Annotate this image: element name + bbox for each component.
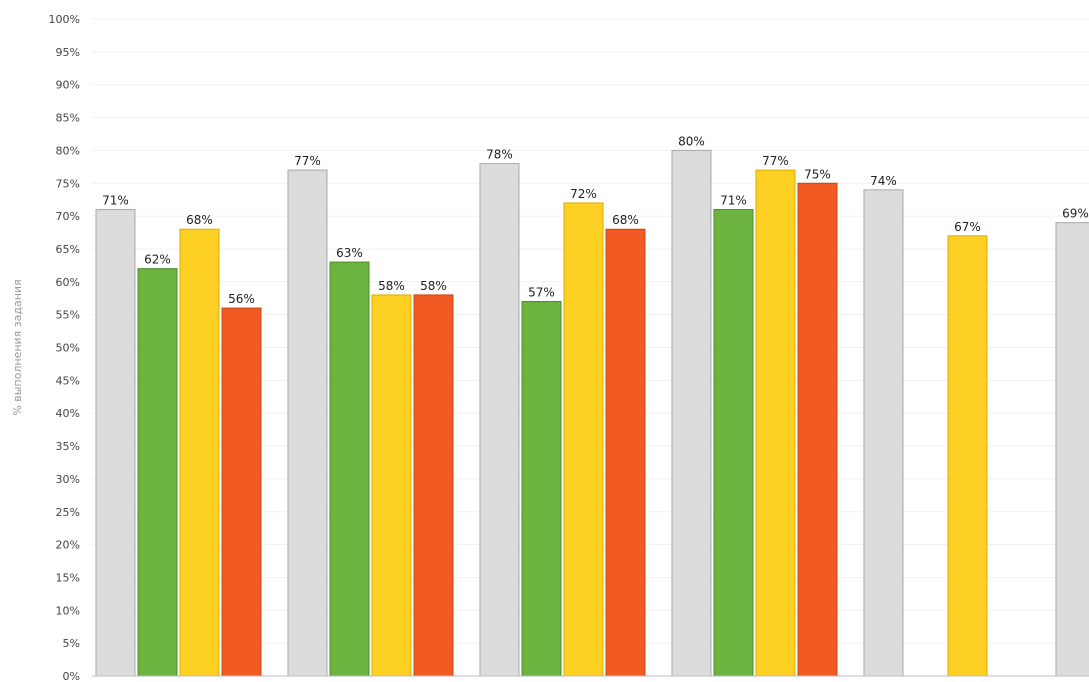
y-tick-label-20: 20%	[56, 539, 80, 552]
data-label-cat3-series4: 68%	[612, 213, 639, 227]
data-label-cat1-series1: 71%	[102, 194, 129, 208]
data-label-cat3-series2: 57%	[528, 286, 555, 300]
y-axis-ticks: 0% 5% 10% 15% 20% 25% 30% 35% 40% 45% 50% 55% 60% 65%…	[49, 13, 80, 682]
bar-cat3-series3	[563, 202, 604, 677]
data-label-cat3-series1: 78%	[486, 148, 513, 162]
bar-cat2-series1	[287, 169, 328, 677]
bar-cat4-series2	[713, 209, 754, 677]
bar-cat3-series2	[521, 301, 562, 677]
y-tick-label-50: 50%	[56, 342, 80, 355]
y-tick-label-5: 5%	[63, 637, 80, 650]
y-tick-label-95: 95%	[56, 46, 80, 59]
bar-cat2-series2	[329, 261, 370, 677]
bar-cat2-series3	[371, 294, 412, 677]
y-tick-label-25: 25%	[56, 506, 80, 519]
bar-cat1-series2	[137, 268, 178, 677]
data-label-cat5-series1: 74%	[870, 174, 897, 188]
y-tick-label-30: 30%	[56, 473, 80, 486]
y-tick-label-70: 70%	[56, 210, 80, 223]
y-tick-label-0: 0%	[63, 670, 80, 682]
y-tick-label-85: 85%	[56, 112, 80, 125]
data-label-cat7-series1: 69%	[1062, 207, 1089, 221]
bar-cat3-series1	[479, 163, 520, 677]
data-label-cat4-series4: 75%	[804, 167, 831, 181]
bar-cat4-series4	[797, 182, 838, 677]
y-tick-label-55: 55%	[56, 309, 80, 322]
y-tick-label-10: 10%	[56, 604, 80, 617]
y-axis-title: % выполнения задания	[11, 279, 24, 415]
bar-cat2-series4	[413, 294, 454, 677]
bars-layer	[95, 149, 1089, 677]
y-tick-label-35: 35%	[56, 440, 80, 453]
data-label-cat3-series3: 72%	[570, 187, 597, 201]
bar-cat1-series4	[221, 307, 262, 677]
y-tick-label-65: 65%	[56, 243, 80, 256]
data-label-cat4-series3: 77%	[762, 154, 789, 168]
data-label-cat1-series2: 62%	[144, 253, 171, 267]
y-tick-label-40: 40%	[56, 407, 80, 420]
data-label-cat2-series2: 63%	[336, 246, 363, 260]
bar-cat1-series1	[95, 209, 136, 677]
y-tick-label-60: 60%	[56, 276, 80, 289]
data-label-cat1-series4: 56%	[228, 292, 255, 306]
y-tick-label-75: 75%	[56, 177, 80, 190]
data-label-cat1-series3: 68%	[186, 213, 213, 227]
data-label-cat4-series1: 80%	[678, 134, 705, 148]
data-label-cat2-series1: 77%	[294, 154, 321, 168]
y-tick-label-80: 80%	[56, 144, 80, 157]
y-tick-label-15: 15%	[56, 571, 80, 584]
bar-cat6-series3	[947, 235, 988, 677]
y-tick-label-45: 45%	[56, 374, 80, 387]
data-label-cat2-series4: 58%	[420, 279, 447, 293]
bar-cat3-series4	[605, 228, 646, 677]
data-label-cat4-series2: 71%	[720, 194, 747, 208]
y-tick-label-90: 90%	[56, 79, 80, 92]
bar-cat5-series1	[863, 189, 904, 677]
data-labels-layer: 71% 77% 78% 80% 74% 69% 62% 63% 57% 71% 68% 58% 72% 7…	[102, 134, 1089, 306]
bar-cat4-series3	[755, 169, 796, 677]
bar-cat4-series1	[671, 149, 712, 677]
bar-cat1-series3	[179, 228, 220, 677]
bar-cat7-series1	[1055, 222, 1089, 677]
y-tick-label-100: 100%	[49, 13, 80, 26]
data-label-cat2-series3: 58%	[378, 279, 405, 293]
data-label-cat6-series3: 67%	[954, 220, 981, 234]
